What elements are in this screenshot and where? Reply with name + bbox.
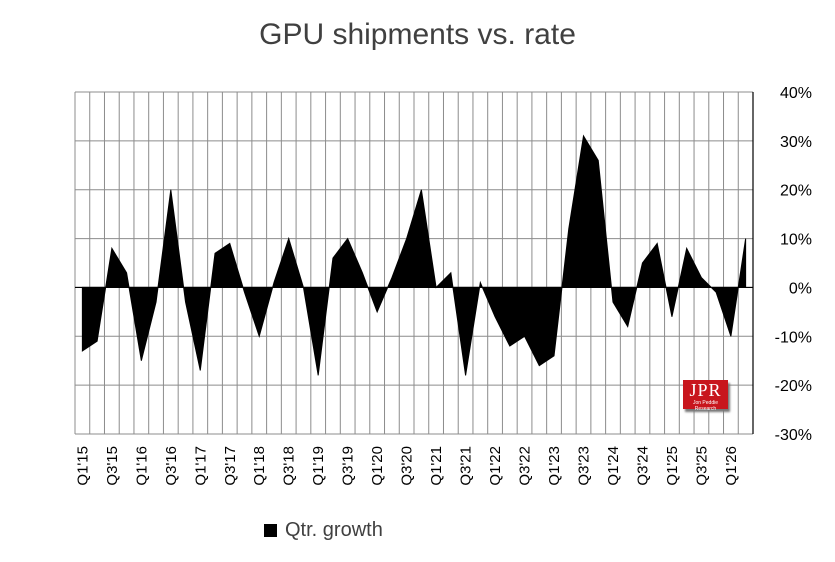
x-tick-label: Q3'17 bbox=[222, 446, 239, 486]
x-tick-label: Q1'25 bbox=[664, 446, 681, 486]
x-tick-label: Q3'24 bbox=[634, 446, 651, 486]
x-tick-label: Q1'16 bbox=[133, 446, 150, 486]
jpr-logo: JPR Jon Peddie Research bbox=[683, 380, 728, 412]
x-axis-ticks: Q1'15 Q3'15 Q1'16 Q3'16 Q1'17 Q3'17 Q1'18 Q3'18… bbox=[74, 446, 740, 486]
jpr-logo-subtext: Jon Peddie Research bbox=[692, 400, 719, 412]
legend-label: Qtr. growth bbox=[285, 519, 383, 541]
x-tick-label: Q3'25 bbox=[693, 446, 710, 486]
y-tick-label: 0% bbox=[789, 280, 812, 297]
x-tick-label: Q1'18 bbox=[251, 446, 268, 486]
x-tick-label: Q3'23 bbox=[576, 446, 593, 486]
y-axis-ticks: 40% 30% 20% 10% 0% -10% -20% -30% bbox=[775, 85, 812, 444]
y-tick-label: 10% bbox=[780, 232, 812, 249]
x-tick-label: Q3'20 bbox=[399, 446, 416, 486]
y-tick-label: -20% bbox=[775, 378, 812, 395]
jpr-logo-text: JPR bbox=[689, 380, 722, 400]
x-tick-label: Q3'15 bbox=[104, 446, 121, 486]
x-tick-label: Q3'21 bbox=[458, 446, 475, 486]
legend: Qtr. growth bbox=[264, 519, 383, 542]
legend-swatch bbox=[264, 524, 277, 537]
x-tick-label: Q3'16 bbox=[163, 446, 180, 486]
y-tick-label: 30% bbox=[780, 134, 812, 151]
x-tick-label: Q1'21 bbox=[428, 446, 445, 486]
y-tick-label: -30% bbox=[775, 427, 812, 444]
x-tick-label: Q1'17 bbox=[192, 446, 209, 486]
x-tick-label: Q1'15 bbox=[74, 446, 91, 486]
y-tick-label: -10% bbox=[775, 329, 812, 346]
y-tick-label: 20% bbox=[780, 183, 812, 200]
y-tick-label: 40% bbox=[780, 85, 812, 102]
x-tick-label: Q3'19 bbox=[340, 446, 357, 486]
x-tick-label: Q3'18 bbox=[281, 446, 298, 486]
x-tick-label: Q1'24 bbox=[605, 446, 622, 486]
series-area bbox=[81, 134, 747, 376]
chart-title: GPU shipments vs. rate bbox=[259, 18, 576, 51]
x-tick-label: Q1'26 bbox=[723, 446, 740, 486]
grid bbox=[74, 91, 754, 435]
x-tick-label: Q1'20 bbox=[369, 446, 386, 486]
x-tick-label: Q1'19 bbox=[310, 446, 327, 486]
series-area-qtr-growth bbox=[81, 134, 747, 376]
x-tick-label: Q3'22 bbox=[517, 446, 534, 486]
axes bbox=[75, 92, 754, 434]
x-tick-label: Q1'22 bbox=[487, 446, 504, 486]
x-tick-label: Q1'23 bbox=[546, 446, 563, 486]
